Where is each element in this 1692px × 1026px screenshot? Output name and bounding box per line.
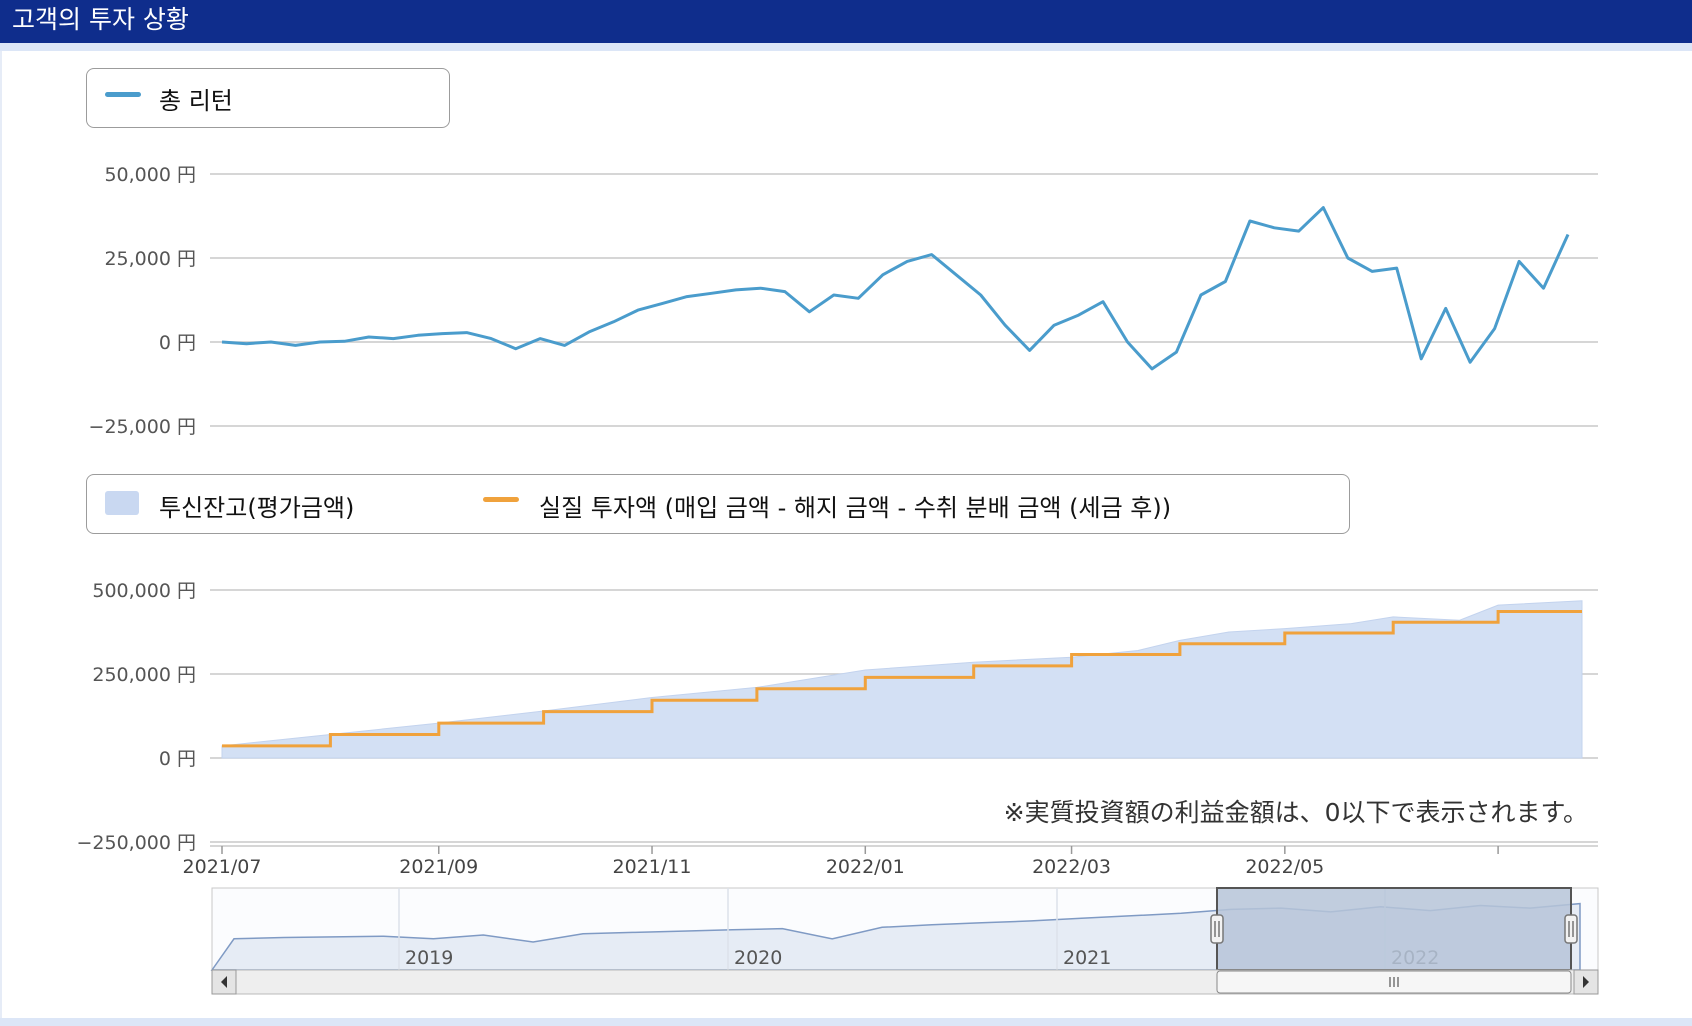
- y-tick-label: 500,000 円: [92, 580, 196, 602]
- navigator: 2019202020212022: [210, 887, 1599, 995]
- navigator-tick-label: 2021: [1063, 947, 1111, 969]
- balance-chart-x-axis: 2021/07 2021/09 2021/11 2022/01 2022/03 2022/…: [183, 845, 1598, 878]
- balance-chart-series: [221, 600, 1583, 759]
- y-tick-label: 250,000 円: [92, 664, 196, 686]
- y-tick-label: −25,000 円: [89, 416, 196, 438]
- footer-divider: [0, 1018, 1692, 1026]
- arrow-right-icon: [1583, 976, 1589, 988]
- page-title: 고객의 투자 상황: [12, 5, 189, 34]
- return-line: [221, 206, 1570, 371]
- x-tick-label: 2021/11: [613, 856, 692, 878]
- header-divider: [0, 43, 1692, 51]
- navigator-handle[interactable]: [1564, 914, 1578, 944]
- y-tick-label: 0 円: [159, 748, 196, 770]
- return-chart-series: [221, 206, 1570, 371]
- navigator-tick-label: 2019: [405, 947, 453, 969]
- investment-line: [222, 610, 1582, 748]
- navigator-handle[interactable]: [1210, 914, 1224, 944]
- note-text: ※実質投資額の利益金額は、0以下で表示されます。: [1003, 798, 1588, 827]
- balance-legend-swatch: [105, 491, 139, 515]
- return-legend: 총 리턴: [86, 68, 450, 128]
- investment-legend-swatch: [483, 497, 519, 502]
- arrow-left-icon: [221, 976, 227, 988]
- y-tick-label: 25,000 円: [104, 248, 196, 270]
- navigator-tick-label: 2020: [734, 947, 782, 969]
- x-tick-label: 2021/07: [183, 856, 262, 878]
- return-chart-y-axis: 50,000 円 25,000 円 0 円 −25,000 円: [89, 164, 196, 438]
- scroll-left-button[interactable]: [211, 969, 237, 995]
- x-tick-label: 2022/03: [1032, 856, 1111, 878]
- balance-legend-label[interactable]: 투신잔고(평가금액): [159, 494, 355, 522]
- navigator-selection: [1216, 887, 1572, 971]
- x-tick-label: 2022/01: [826, 856, 905, 878]
- x-tick-label: 2022/05: [1245, 856, 1324, 878]
- x-tick-label: 2021/09: [399, 856, 478, 878]
- left-border: [0, 51, 2, 1018]
- page-header: 고객의 투자 상황: [0, 0, 1692, 43]
- balance-legend: 투신잔고(평가금액) 실질 투자액 (매입 금액 - 해지 금액 - 수취 분배…: [86, 474, 1350, 534]
- y-tick-label: 50,000 円: [104, 164, 196, 186]
- y-tick-label: 0 円: [159, 332, 196, 354]
- return-legend-swatch: [105, 92, 141, 97]
- investment-legend-label[interactable]: 실질 투자액 (매입 금액 - 해지 금액 - 수취 분배 금액 (세금 후)): [539, 494, 1172, 522]
- balance-area: [221, 600, 1583, 759]
- return-legend-label[interactable]: 총 리턴: [159, 87, 233, 115]
- y-tick-label: −250,000 円: [76, 832, 196, 854]
- balance-chart-y-axis: 500,000 円 250,000 円 0 円 −250,000 円: [76, 580, 196, 854]
- return-chart-grid: [210, 173, 1598, 427]
